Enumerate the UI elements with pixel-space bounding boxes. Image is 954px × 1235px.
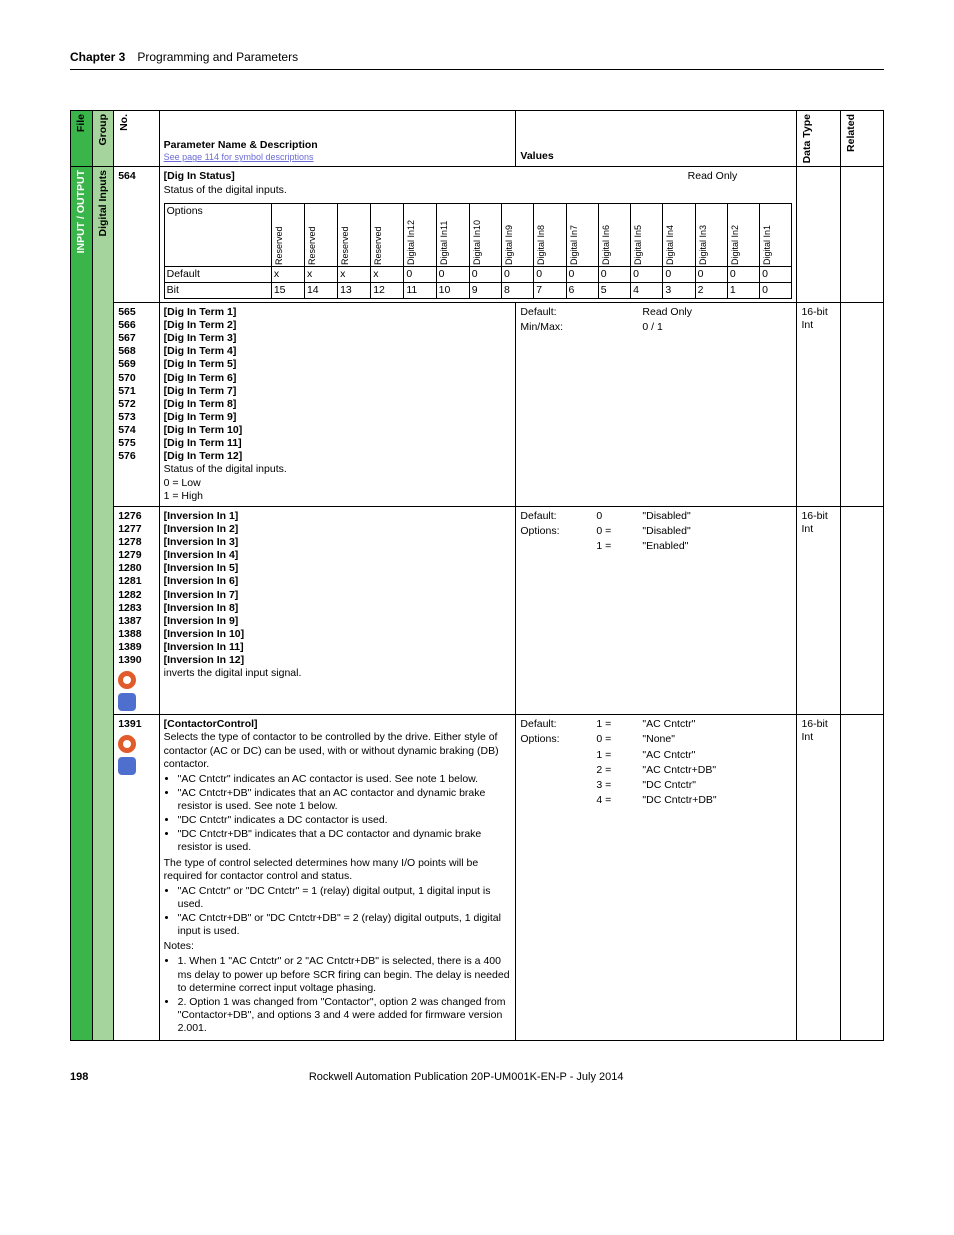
parameter-table: File Group No. Parameter Name & Descript… (70, 110, 884, 1041)
table-row: 1276127712781279128012811282128313871388… (71, 506, 884, 715)
related-cell (840, 715, 883, 1041)
dtype-cell: 16-bitInt (797, 715, 840, 1041)
publication-id: Rockwell Automation Publication 20P-UM00… (309, 1071, 624, 1085)
page-footer: 198 Rockwell Automation Publication 20P-… (70, 1071, 884, 1085)
table-row: 1391 [ContactorControl] Selects the type… (71, 715, 884, 1041)
related-cell (840, 302, 883, 506)
dtype-cell: 16-bitInt (797, 506, 840, 715)
col-param: Parameter Name & Description See page 11… (159, 111, 516, 167)
col-related: Related (840, 111, 883, 167)
col-group: Group (92, 111, 114, 167)
param-no: 1391 (114, 715, 159, 1041)
dtype-cell (797, 167, 840, 303)
param-1391: [ContactorControl] Selects the type of c… (159, 715, 516, 1041)
related-cell (840, 167, 883, 303)
param-1276: [Inversion In 1][Inversion In 2][Inversi… (159, 506, 516, 715)
col-dtype: Data Type (797, 111, 840, 167)
file-band: INPUT / OUTPUT (71, 167, 93, 1041)
table-row: INPUT / OUTPUT Digital Inputs 564 [Dig I… (71, 167, 884, 303)
group-band: Digital Inputs (92, 167, 114, 1041)
related-cell (840, 506, 883, 715)
page-header: Chapter 3 Programming and Parameters (70, 50, 884, 70)
param-no: 565566567568569570571572573574575576 (114, 302, 159, 506)
stop-icon (118, 757, 136, 775)
col-no: No. (114, 111, 159, 167)
col-values: Values (516, 111, 797, 167)
values-565: Default:Read Only Min/Max:0 / 1 (516, 302, 797, 506)
ring-icon (118, 671, 136, 689)
chapter-label: Chapter 3 (70, 50, 125, 65)
values-1276: Default:0"Disabled" Options:0 ="Disabled… (516, 506, 797, 715)
param-565: [Dig In Term 1][Dig In Term 2][Dig In Te… (159, 302, 516, 506)
dtype-cell: 16-bitInt (797, 302, 840, 506)
col-file: File (71, 111, 93, 167)
ring-icon (118, 735, 136, 753)
param-564: [Dig In Status] Status of the digital in… (159, 167, 797, 303)
bits-table: OptionsReservedReservedReservedReservedD… (164, 203, 793, 299)
stop-icon (118, 693, 136, 711)
param-no: 564 (114, 167, 159, 303)
values-1391: Default:1 ="AC Cntctr" Options:0 ="None"… (516, 715, 797, 1041)
param-no: 1276127712781279128012811282128313871388… (114, 506, 159, 715)
chapter-title: Programming and Parameters (137, 50, 298, 65)
page-number: 198 (70, 1071, 88, 1085)
table-row: 565566567568569570571572573574575576 [Di… (71, 302, 884, 506)
